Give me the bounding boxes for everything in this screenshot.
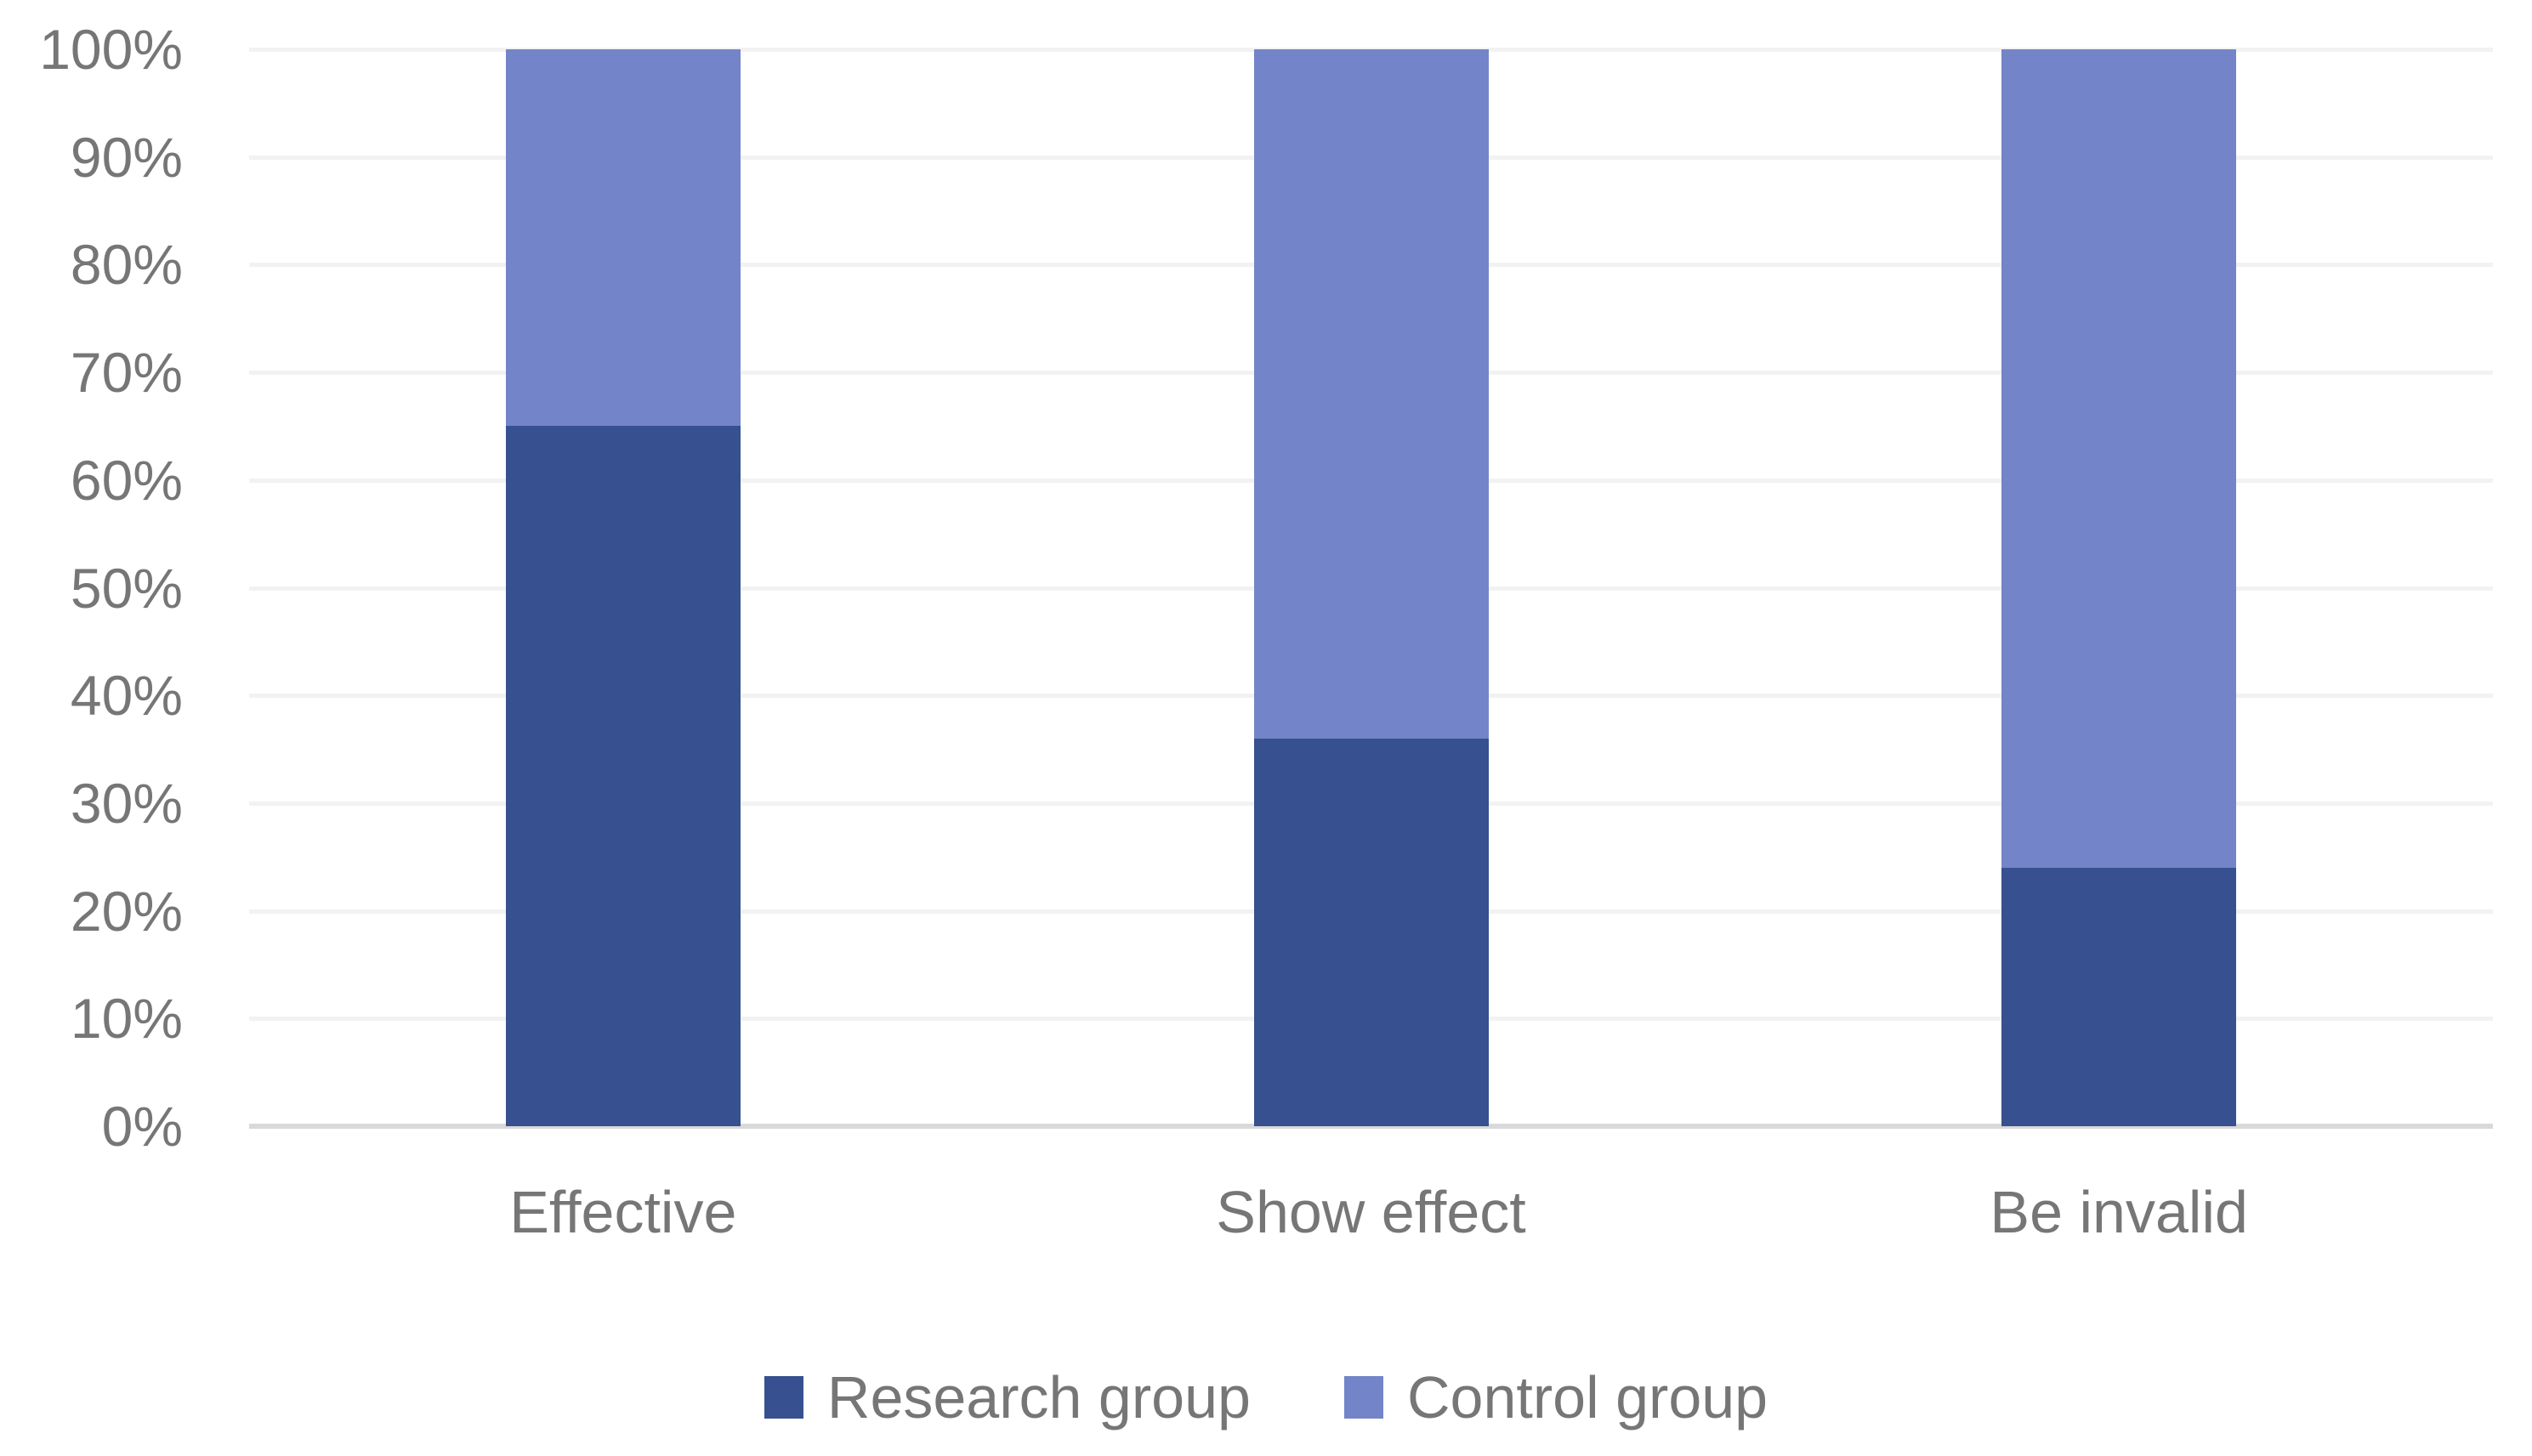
bar-effective xyxy=(505,49,741,1126)
y-tick-label-100: 100% xyxy=(39,18,183,81)
bar-segment-show-effect-research-group xyxy=(1253,738,1489,1126)
bar-slot-effective xyxy=(249,49,997,1126)
bars xyxy=(249,49,2493,1126)
legend-item-control-group: Control group xyxy=(1343,1361,1768,1434)
legend: Research group Control group xyxy=(0,1361,2532,1434)
y-tick-label-70: 70% xyxy=(70,341,183,405)
x-axis-line xyxy=(249,1124,2493,1129)
y-tick-label-50: 50% xyxy=(70,556,183,620)
legend-label-research-group: Research group xyxy=(826,1364,1251,1431)
y-tick-label-0: 0% xyxy=(101,1095,183,1158)
y-tick-label-10: 10% xyxy=(70,987,183,1051)
bar-slot-show-effect xyxy=(997,49,1746,1126)
bar-segment-effective-research-group xyxy=(505,426,741,1126)
x-axis-labels: Effective Show effect Be invalid xyxy=(249,1176,2493,1249)
plot-area xyxy=(249,48,2493,1129)
bar-segment-show-effect-control-group xyxy=(1253,49,1489,739)
x-category-label-be-invalid: Be invalid xyxy=(1990,1179,2248,1245)
y-tick-label-60: 60% xyxy=(70,448,183,512)
y-tick-label-40: 40% xyxy=(70,664,183,728)
y-axis-labels: 0% 10% 20% 30% 40% 50% 60% 70% 80% 90% 100% xyxy=(0,0,183,1456)
bar-show-effect xyxy=(1253,49,1489,1126)
x-category-label-show-effect: Show effect xyxy=(1216,1179,1526,1245)
bar-segment-be-invalid-research-group xyxy=(2001,867,2237,1126)
legend-swatch-research-group xyxy=(764,1376,803,1419)
bar-segment-effective-control-group xyxy=(505,49,741,427)
bar-segment-be-invalid-control-group xyxy=(2001,49,2237,868)
y-tick-label-80: 80% xyxy=(70,233,183,297)
legend-swatch-control-group xyxy=(1343,1376,1383,1419)
y-tick-label-20: 20% xyxy=(70,879,183,943)
bar-be-invalid xyxy=(2001,49,2237,1126)
x-category-label-effective: Effective xyxy=(509,1179,737,1245)
legend-label-control-group: Control group xyxy=(1406,1364,1768,1431)
legend-item-research-group: Research group xyxy=(764,1361,1251,1434)
y-tick-label-90: 90% xyxy=(70,125,183,189)
bar-slot-be-invalid xyxy=(1745,49,2493,1126)
y-tick-label-30: 30% xyxy=(70,771,183,835)
